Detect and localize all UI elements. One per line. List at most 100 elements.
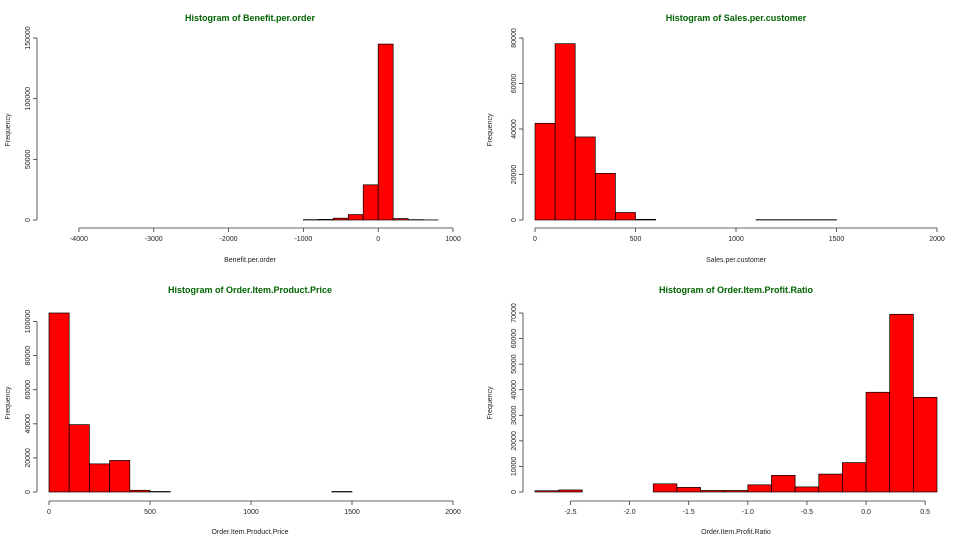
histogram-bar [771, 475, 796, 493]
histogram-bar [129, 489, 151, 493]
x-tick-label: -1.0 [742, 509, 754, 516]
y-axis-label: Frequency [487, 386, 494, 420]
x-tick-label: -3000 [145, 236, 163, 243]
bar-marks [48, 312, 353, 493]
y-tick-label: 0 [511, 490, 518, 494]
x-tick-label: -4000 [70, 236, 88, 243]
histogram-bar [149, 491, 171, 493]
histogram-bar [377, 43, 394, 221]
histogram-bar [332, 217, 349, 221]
panel-order-item-product-price: Histogram of Order.Item.Product.Price Or… [5, 285, 461, 536]
histogram-bar [89, 463, 110, 493]
x-tick-label: 0 [47, 509, 51, 516]
y-tick-label: 100000 [25, 87, 32, 110]
y-tick-label: 20000 [25, 448, 32, 468]
y-tick-label: 40000 [511, 119, 518, 139]
y-tick-label: 60000 [511, 74, 518, 94]
histogram-bar [889, 313, 914, 493]
histogram-bar [347, 214, 364, 221]
histogram-bar [700, 490, 725, 493]
y-tick-label: 20000 [511, 431, 518, 451]
histogram-bar [574, 136, 596, 221]
axes: -4000 -3000 -2000 -1000 0 1000 0 50000 100000 150… [25, 26, 461, 243]
x-tick-label: -2.5 [564, 509, 576, 516]
x-tick-label: 1000 [243, 509, 259, 516]
histogram-bar [747, 484, 772, 493]
y-tick-label: 0 [25, 490, 32, 494]
histogram-bar [68, 424, 90, 493]
y-tick-label: 100000 [25, 310, 32, 333]
y-tick-label: 50000 [511, 354, 518, 374]
histogram-bar [331, 491, 353, 493]
x-tick-label: 0 [376, 236, 380, 243]
x-axis-label: Benefit.per.order [224, 257, 276, 264]
histogram-bar [317, 219, 334, 221]
x-tick-label: 0.0 [861, 509, 871, 516]
histogram-bar [594, 173, 616, 221]
x-tick-label: 1500 [829, 236, 845, 243]
histogram-bar [554, 43, 576, 221]
y-tick-label: 80000 [511, 28, 518, 48]
x-tick-label: 0 [533, 236, 537, 243]
bar-marks [303, 43, 439, 221]
histogram-bar [48, 312, 70, 493]
axes: -2.5 -2.0 -1.5 -1.0 -0.5 0.0 0.5 0 10000 20000 300… [511, 303, 930, 516]
histogram-bar [109, 460, 131, 493]
x-tick-label: -1.5 [683, 509, 695, 516]
histogram-bar [794, 486, 820, 493]
chart-title: Histogram of Sales.per.customer [666, 13, 807, 23]
y-tick-label: 50000 [25, 149, 32, 169]
panel-sales-per-customer: Histogram of Sales.per.customer Sales.pe… [487, 13, 945, 264]
x-tick-label: 0.5 [920, 509, 930, 516]
x-tick-label: 500 [144, 509, 156, 516]
histogram-bar [912, 397, 938, 493]
histogram-bar [558, 489, 583, 493]
histogram-bar [865, 391, 891, 493]
histogram-bar [723, 490, 749, 493]
bar-marks [534, 43, 837, 221]
x-tick-label: -0.5 [801, 509, 813, 516]
x-tick-label: 1500 [344, 509, 360, 516]
axes: 0 500 1000 1500 2000020000400006000080000100… [25, 310, 461, 516]
histogram-bar [818, 473, 843, 493]
histogram-bar [362, 184, 379, 221]
chart-title: Histogram of Order.Item.Profit.Ratio [659, 285, 814, 295]
bar-marks [534, 313, 938, 493]
y-tick-label: 40000 [511, 380, 518, 400]
histogram-bar [615, 212, 636, 221]
histogram-bar [842, 462, 867, 493]
y-tick-label: 80000 [25, 346, 32, 366]
x-tick-label: 2000 [929, 236, 945, 243]
panel-order-item-profit-ratio: Histogram of Order.Item.Profit.Ratio Ord… [487, 285, 938, 536]
y-axis-label: Frequency [5, 113, 12, 147]
x-axis-label: Order.Item.Profit.Ratio [701, 529, 771, 536]
y-tick-label: 60000 [511, 329, 518, 349]
y-tick-label: 30000 [511, 405, 518, 425]
histogram-bar [534, 122, 556, 221]
y-tick-label: 70000 [511, 303, 518, 323]
y-tick-label: 40000 [25, 414, 32, 434]
chart-title: Histogram of Benefit.per.order [185, 13, 316, 23]
y-tick-label: 0 [25, 218, 32, 222]
x-tick-label: -2.0 [624, 509, 636, 516]
x-tick-label: 1000 [445, 236, 461, 243]
chart-title: Histogram of Order.Item.Product.Price [168, 285, 332, 295]
histogram-bar [652, 483, 678, 493]
histogram-bar [676, 487, 701, 493]
x-tick-label: -2000 [220, 236, 238, 243]
x-axis-label: Order.Item.Product.Price [211, 529, 288, 536]
x-axis-label: Sales.per.customer [706, 257, 767, 264]
x-tick-label: -1000 [294, 236, 312, 243]
x-tick-label: 2000 [445, 509, 461, 516]
x-tick-label: 1000 [728, 236, 744, 243]
y-axis-label: Frequency [487, 113, 494, 147]
histogram-bar [392, 218, 409, 221]
panel-benefit-per-order: Histogram of Benefit.per.order Benefit.p… [5, 13, 461, 264]
y-tick-label: 10000 [511, 457, 518, 477]
x-tick-label: 500 [630, 236, 642, 243]
y-tick-label: 20000 [511, 165, 518, 185]
y-axis-label: Frequency [5, 386, 12, 420]
